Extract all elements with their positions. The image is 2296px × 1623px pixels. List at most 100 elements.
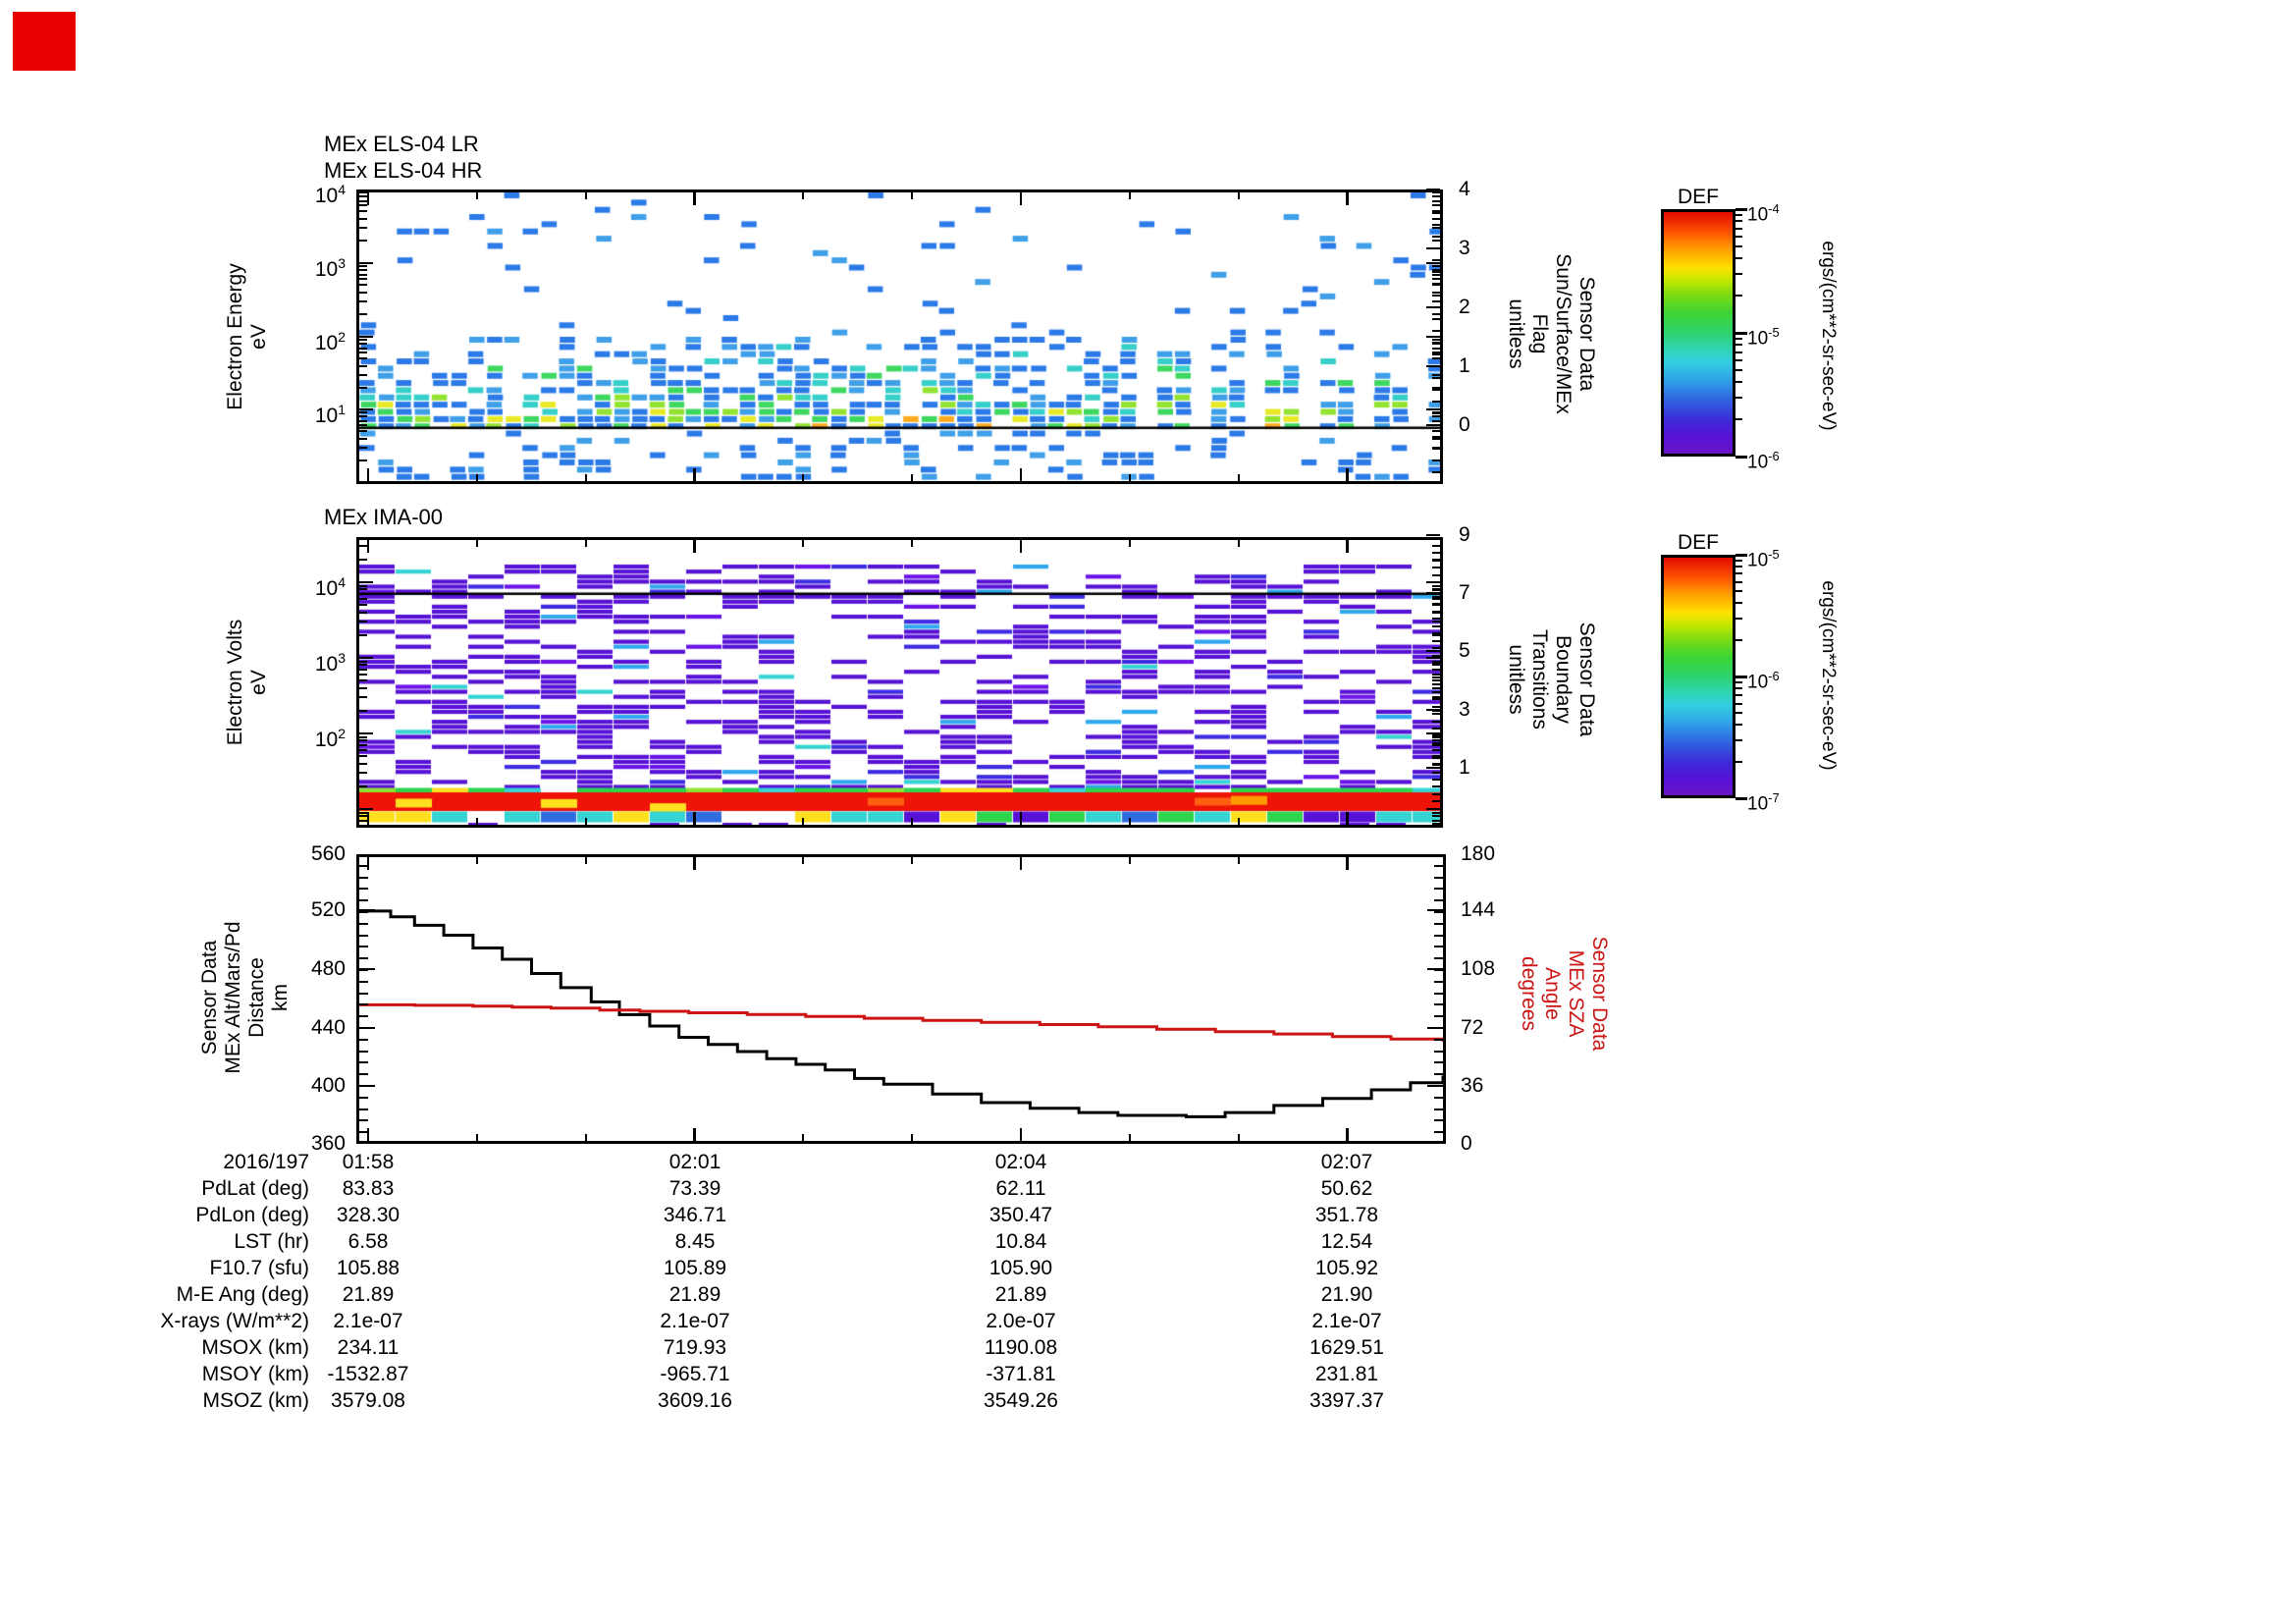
table-row-label: MSOX (km) (201, 1336, 309, 1359)
axis-tick (1128, 1134, 1131, 1141)
line-left-tick-label: 400 (310, 1074, 346, 1097)
table-cell: 3397.37 (1309, 1389, 1384, 1412)
colorbar2-title: DEF (1678, 531, 1719, 554)
table-row-label: F10.7 (sfu) (209, 1257, 309, 1279)
axis-tick (911, 1134, 914, 1141)
els-ytick-label: 103 (314, 255, 346, 281)
axis-tick (359, 934, 368, 937)
axis-tick (1426, 766, 1440, 770)
axis-tick (1432, 278, 1440, 281)
els-right-label-line4: unitless (1505, 298, 1527, 369)
line-right-tick-label: 36 (1461, 1074, 1484, 1097)
table-cell: 21.89 (342, 1283, 395, 1306)
axis-tick (359, 199, 367, 202)
colorbar1 (1661, 209, 1735, 457)
axis-tick (366, 857, 370, 870)
axis-tick (1432, 269, 1440, 272)
sza-right-axis-label: Sensor Data MEx SZA Angle degrees (1517, 937, 1611, 1052)
axis-tick (475, 474, 478, 481)
axis-tick (1432, 669, 1440, 672)
axis-tick (1432, 596, 1440, 599)
table-cell: 105.92 (1314, 1257, 1379, 1279)
table-cell: 346.71 (663, 1204, 727, 1226)
axis-tick (359, 588, 367, 591)
table-cell: 02:01 (668, 1151, 721, 1173)
axis-tick (1432, 584, 1440, 587)
axis-tick (1432, 690, 1440, 693)
axis-tick (1432, 686, 1440, 689)
axis-tick (911, 818, 914, 825)
axis-tick (1432, 446, 1440, 449)
axis-tick (359, 743, 367, 746)
axis-tick (1432, 654, 1440, 657)
axis-tick (359, 312, 367, 315)
axis-tick (1432, 352, 1440, 354)
axis-tick (1432, 291, 1440, 294)
axis-tick (1434, 1015, 1443, 1018)
axis-tick (802, 474, 805, 481)
axis-tick (1019, 1128, 1023, 1141)
axis-tick (1432, 755, 1440, 758)
axis-tick (359, 696, 367, 699)
els-right-tick-label: 1 (1459, 354, 1470, 377)
axis-tick (1432, 756, 1440, 759)
axis-tick (1432, 271, 1440, 273)
axis-tick (1434, 1038, 1443, 1041)
axis-tick (1432, 284, 1440, 287)
axis-tick (359, 1096, 368, 1099)
axis-tick (1432, 779, 1440, 782)
table-row-label: MSOY (km) (201, 1363, 309, 1385)
ima-right-tick-label: 7 (1459, 581, 1470, 604)
axis-tick (584, 857, 587, 864)
axis-tick (802, 857, 805, 864)
axis-tick (1735, 738, 1742, 741)
axis-tick (359, 210, 367, 213)
axis-tick (1019, 540, 1023, 553)
colorbar1-units: ergs/(cm**2-sr-sec-eV) (1818, 241, 1839, 431)
table-row-label: PdLon (deg) (195, 1204, 309, 1226)
axis-tick (1434, 980, 1443, 983)
axis-tick (359, 437, 367, 440)
table-cell: 21.89 (994, 1283, 1047, 1306)
ima-right-tick-label: 1 (1459, 756, 1470, 779)
axis-tick (359, 946, 368, 948)
els-y-axis-label-line1: Electron Energy (224, 263, 246, 410)
line-left-tick-label: 520 (310, 898, 346, 921)
table-row-label: LST (hr) (234, 1230, 309, 1253)
axis-tick (359, 373, 367, 376)
table-cell: 2.1e-07 (660, 1310, 730, 1332)
axis-tick (1432, 647, 1440, 650)
axis-tick (584, 474, 587, 481)
axis-tick (1735, 244, 1742, 247)
axis-tick (359, 633, 367, 636)
axis-tick (1427, 908, 1443, 912)
axis-tick (359, 674, 367, 676)
axis-tick (359, 265, 367, 268)
axis-tick (1434, 946, 1443, 948)
axis-tick (1434, 1027, 1443, 1029)
axis-tick (1735, 554, 1747, 557)
axis-tick (359, 815, 367, 818)
line-left-label-line4: km (269, 984, 292, 1012)
axis-tick (359, 424, 367, 427)
axis-tick (1432, 676, 1440, 678)
axis-tick (359, 656, 373, 660)
axis-tick (1432, 212, 1440, 214)
axis-tick (1426, 407, 1440, 411)
axis-tick (693, 857, 696, 870)
axis-tick (584, 540, 587, 547)
axis-tick (359, 957, 368, 960)
axis-tick (1432, 247, 1440, 249)
sza-label-line2: MEx SZA (1565, 949, 1587, 1038)
axis-tick (359, 621, 367, 623)
red-marker-square (13, 12, 76, 71)
axis-tick (1735, 272, 1742, 275)
line-right-tick-label: 108 (1461, 957, 1496, 980)
table-cell: 2.1e-07 (1311, 1310, 1382, 1332)
axis-tick (911, 192, 914, 199)
axis-tick (475, 192, 478, 199)
axis-tick (359, 709, 367, 712)
table-row-label: PdLat (deg) (201, 1177, 309, 1200)
axis-tick (1432, 342, 1440, 344)
